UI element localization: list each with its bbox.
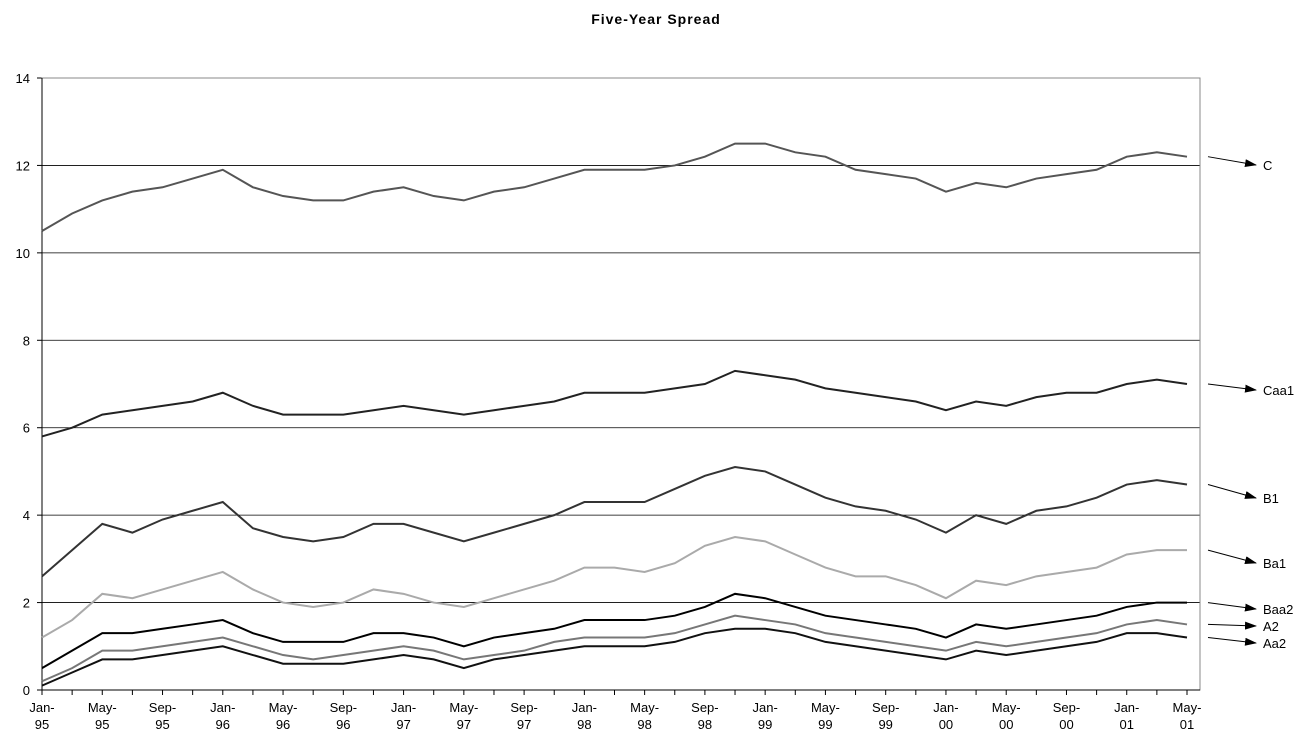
x-tick-label: Sep-97 — [510, 700, 537, 732]
label-arrow — [1207, 602, 1257, 612]
x-tick-label: May-01 — [1173, 700, 1202, 732]
series-label: Ba1 — [1263, 556, 1286, 571]
series-line — [41, 142, 1188, 232]
x-tick-label: May-98 — [630, 700, 659, 732]
x-tick-label: Sep-98 — [691, 700, 718, 732]
x-tick-label: May-99 — [811, 700, 840, 732]
x-tick-label: Sep-00 — [1053, 700, 1080, 732]
y-tick-label: 8 — [23, 333, 30, 348]
x-tick-label: May-00 — [992, 700, 1021, 732]
y-tick-label: 0 — [23, 683, 30, 698]
x-tick-label: Jan-99 — [753, 700, 778, 732]
series-line — [41, 369, 1188, 438]
x-tick-label: Jan-00 — [933, 700, 958, 732]
series-label: A2 — [1263, 619, 1279, 634]
y-tick-label: 14 — [16, 71, 30, 86]
label-arrow — [1207, 484, 1257, 499]
label-arrow — [1207, 156, 1257, 168]
x-tick-label: May-97 — [449, 700, 478, 732]
chart-title: Five-Year Spread — [591, 11, 721, 27]
series-line — [41, 627, 1188, 687]
label-arrow — [1207, 621, 1257, 630]
y-tick-label: 4 — [23, 508, 30, 523]
y-tick-label: 2 — [23, 596, 30, 611]
series-label: B1 — [1263, 491, 1279, 506]
series-label: Aa2 — [1263, 636, 1286, 651]
x-tick-label: May-95 — [88, 700, 117, 732]
series-line — [41, 535, 1187, 639]
x-tick-label: Jan-98 — [572, 700, 597, 732]
x-tick-label: Sep-95 — [149, 700, 176, 732]
label-arrow — [1207, 637, 1257, 646]
label-arrow — [1207, 549, 1257, 565]
y-tick-label: 12 — [16, 158, 30, 173]
series-label: Baa2 — [1263, 602, 1293, 617]
x-tick-label: Jan-96 — [210, 700, 235, 732]
x-tick-label: Jan-01 — [1114, 700, 1139, 732]
series-line — [41, 614, 1188, 683]
x-tick-label: Sep-96 — [330, 700, 357, 732]
y-tick-label: 6 — [23, 421, 30, 436]
series-line — [41, 466, 1188, 578]
y-tick-label: 10 — [16, 246, 30, 261]
x-tick-label: Sep-99 — [872, 700, 899, 732]
series-label: Caa1 — [1263, 383, 1294, 398]
x-tick-label: Jan-97 — [391, 700, 416, 732]
x-tick-label: May-96 — [269, 700, 298, 732]
label-arrow — [1207, 383, 1257, 393]
series-label: C — [1263, 158, 1272, 173]
series-line — [41, 592, 1187, 670]
x-tick-label: Jan-95 — [29, 700, 54, 732]
